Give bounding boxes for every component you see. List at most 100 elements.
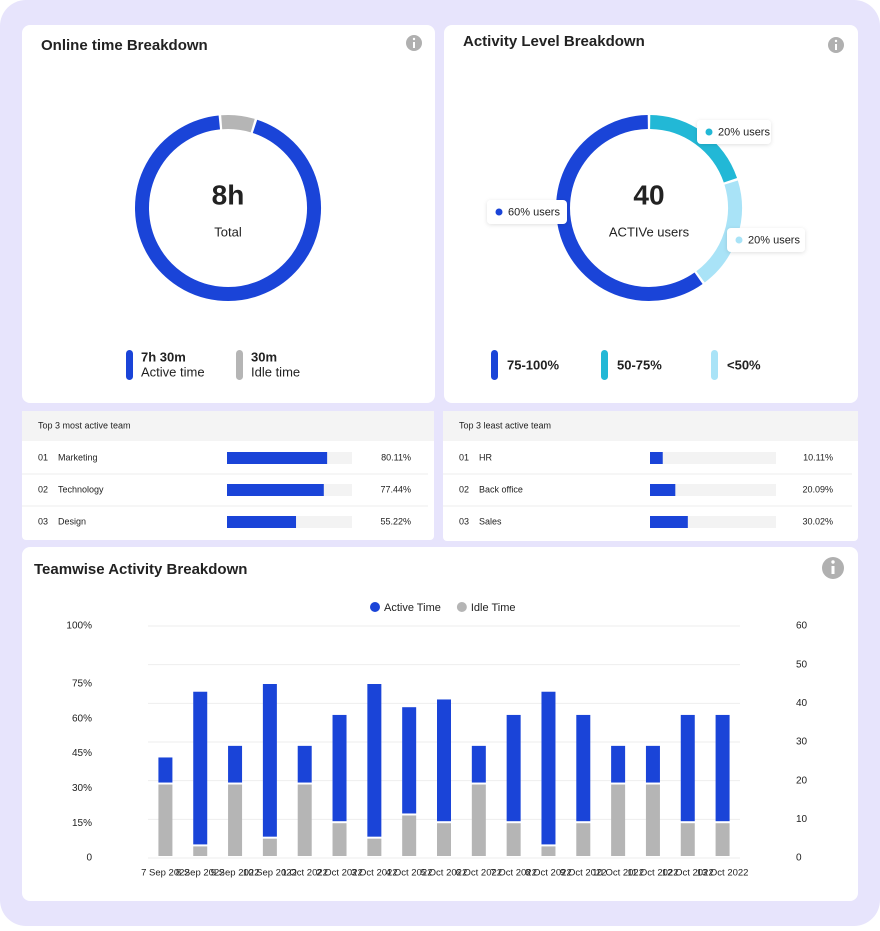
callout-box [697, 120, 771, 144]
info-icon[interactable] [822, 557, 844, 579]
table-title: Top 3 most active team [38, 420, 131, 430]
bar-segment [332, 823, 347, 856]
card [443, 411, 858, 541]
bar-segment [611, 784, 626, 856]
center-label: Total [214, 224, 242, 239]
callout-box [487, 200, 567, 224]
bar-segment [158, 757, 173, 783]
bar-segment [715, 823, 730, 856]
x-tick-label: 4 Oct 2022 [386, 868, 432, 879]
bar-segment [297, 784, 312, 856]
donut-segment [135, 115, 321, 301]
card [22, 25, 435, 403]
bar-segment [367, 838, 382, 856]
callout-dot [705, 128, 713, 136]
value-label: 30.02% [802, 516, 833, 526]
donut-segment [221, 115, 255, 133]
bar [650, 516, 688, 528]
card [444, 25, 858, 403]
bar-segment [228, 784, 243, 856]
x-tick-label: 13 Oct 2022 [697, 868, 749, 879]
x-tick-label: 6 Oct 2022 [456, 868, 502, 879]
value-label: 55.22% [380, 516, 411, 526]
legend-value: 30m [251, 349, 277, 364]
table-header [22, 411, 434, 441]
bar-segment [645, 784, 660, 856]
bar-segment [193, 846, 208, 856]
bar-segment [332, 714, 347, 822]
x-tick-label: 2 Oct 2022 [316, 868, 362, 879]
x-tick-label: 3 Oct 2022 [351, 868, 397, 879]
x-tick-label: 8 Oct 2022 [525, 868, 571, 879]
table-title: Top 3 least active team [459, 420, 551, 430]
bar-segment [576, 823, 591, 856]
chart-title: Teamwise Activity Breakdown [34, 561, 247, 578]
bar-segment [262, 838, 277, 856]
bar-segment [471, 784, 486, 856]
bar-segment [680, 823, 695, 856]
card [22, 411, 434, 540]
bar-track [650, 484, 776, 496]
bar-segment [541, 846, 556, 856]
y-tick-label: 75% [72, 679, 92, 690]
rank: 03 [459, 516, 469, 526]
team-name: Design [58, 516, 86, 526]
x-tick-label: 10 Sep 2022 [243, 868, 297, 879]
rank: 02 [38, 484, 48, 494]
callout-dot [495, 208, 503, 216]
bar [227, 484, 324, 496]
rank: 03 [38, 516, 48, 526]
bar-segment [437, 823, 451, 856]
bar [227, 516, 297, 528]
bar-track [650, 452, 776, 464]
callout-label: 20% users [748, 234, 800, 246]
center-value: 8h [212, 179, 245, 210]
y2-tick-label: 0 [796, 853, 802, 864]
x-tick-label: 7 Oct 2022 [490, 868, 536, 879]
bar-segment [471, 745, 486, 783]
center-label: ACTIVe users [609, 224, 690, 239]
donut-segment [556, 115, 703, 301]
team-name: Marketing [58, 452, 98, 462]
bar-segment [680, 714, 695, 822]
legend-label: 50-75% [617, 357, 662, 372]
info-icon[interactable] [406, 35, 422, 51]
callout-label: 60% users [508, 206, 560, 218]
value-label: 77.44% [380, 484, 411, 494]
bar-segment [541, 691, 556, 845]
info-icon[interactable] [828, 37, 844, 53]
y-tick-label: 60% [72, 713, 92, 724]
rank: 02 [459, 484, 469, 494]
center-value: 40 [633, 179, 664, 210]
y-tick-label: 30% [72, 783, 92, 794]
legend-value: 7h 30m [141, 349, 186, 364]
callout-label: 20% users [718, 126, 770, 138]
legend-label: Active Time [384, 602, 441, 614]
chart-title: Online time Breakdown [41, 37, 208, 54]
x-tick-label: 5 Oct 2022 [421, 868, 467, 879]
bar-segment [611, 745, 626, 783]
bar-segment [228, 745, 243, 783]
legend-swatch [491, 350, 498, 380]
bar-segment [506, 823, 521, 856]
legend-label: Idle Time [471, 602, 516, 614]
legend-dot [456, 602, 467, 612]
team-name: Back office [479, 484, 523, 494]
y-tick-label: 100% [66, 621, 92, 632]
legend-swatch [601, 350, 608, 380]
bar-segment [158, 784, 173, 856]
y2-tick-label: 60 [796, 621, 808, 632]
y2-tick-label: 50 [796, 659, 808, 670]
legend-label: Active time [141, 364, 205, 379]
callout-dot [735, 236, 743, 244]
chart-title: Activity Level Breakdown [463, 33, 645, 50]
y2-tick-label: 10 [796, 814, 808, 825]
team-name: HR [479, 452, 492, 462]
bar [227, 452, 328, 464]
x-tick-label: 10 Oct 2022 [592, 868, 644, 879]
bar-segment [715, 714, 730, 822]
rank: 01 [38, 452, 48, 462]
bar-segment [402, 707, 417, 814]
